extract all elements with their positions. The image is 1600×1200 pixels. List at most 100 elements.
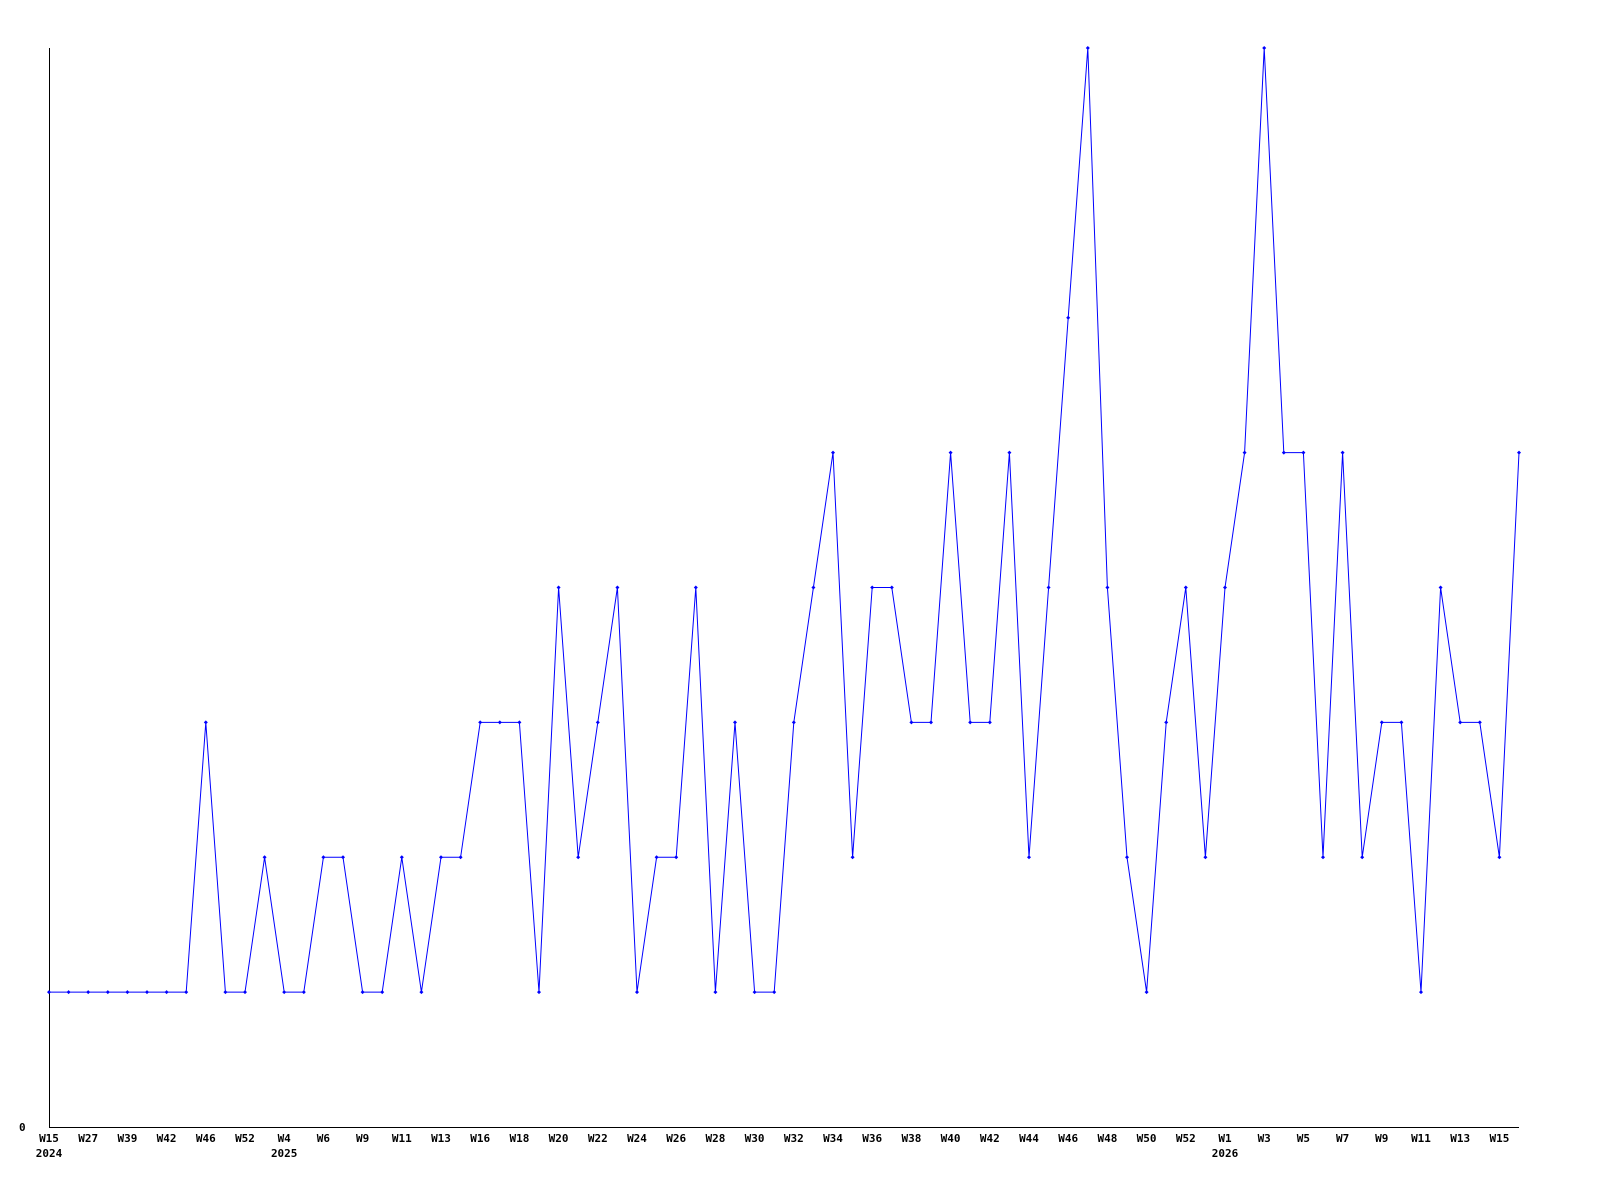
- data-point: [1007, 450, 1012, 455]
- series-line: [49, 47, 1520, 993]
- data-point: [1379, 720, 1384, 725]
- data-point: [1203, 855, 1208, 860]
- x-tick-label: W5: [1297, 1132, 1310, 1145]
- data-point: [105, 990, 110, 995]
- x-tick-label: W42: [980, 1132, 1000, 1145]
- data-point: [1281, 450, 1286, 455]
- data-point: [321, 855, 326, 860]
- x-tick-label: W15: [39, 1132, 59, 1145]
- data-point: [282, 990, 287, 995]
- x-tick-label: W3: [1258, 1132, 1271, 1145]
- data-point: [262, 855, 267, 860]
- x-tick-label: W15: [1489, 1132, 1509, 1145]
- x-tick-label: W18: [509, 1132, 529, 1145]
- x-tick-label: W13: [1450, 1132, 1470, 1145]
- data-point: [1517, 450, 1521, 455]
- x-tick-label: W46: [1058, 1132, 1078, 1145]
- data-point: [948, 450, 953, 455]
- data-point: [811, 585, 816, 590]
- data-point: [497, 720, 502, 725]
- data-point: [595, 720, 600, 725]
- x-tick-label: W27: [78, 1132, 98, 1145]
- data-point: [203, 720, 208, 725]
- x-tick-label: W7: [1336, 1132, 1349, 1145]
- x-tick-label: W1: [1218, 1132, 1232, 1145]
- x-tick-label: W9: [356, 1132, 369, 1145]
- x-tick-label: W34: [823, 1132, 843, 1145]
- x-tick-label: W52: [1176, 1132, 1196, 1145]
- data-point: [1085, 46, 1090, 50]
- data-point: [1125, 855, 1129, 860]
- data-point: [889, 585, 894, 590]
- data-point: [1242, 450, 1247, 455]
- x-tick-label: W16: [470, 1132, 490, 1145]
- data-point: [1027, 855, 1031, 860]
- x-tick-label: W13: [431, 1132, 451, 1145]
- data-point: [909, 720, 914, 725]
- x-tick-label: W40: [941, 1132, 961, 1145]
- data-point: [164, 990, 169, 995]
- x-tick-label: W9: [1375, 1132, 1388, 1145]
- data-point: [399, 855, 404, 860]
- data-point: [713, 990, 718, 995]
- data-point: [1419, 990, 1423, 995]
- data-point: [478, 720, 483, 725]
- x-tick-label: W4: [278, 1132, 292, 1145]
- x-tick-label: W20: [549, 1132, 569, 1145]
- data-point: [791, 720, 796, 725]
- data-point: [850, 855, 855, 860]
- data-point: [1105, 585, 1110, 590]
- data-point: [1183, 585, 1188, 590]
- data-point: [1321, 855, 1325, 860]
- x-tick-label: W39: [117, 1132, 137, 1145]
- x-tick-label: W30: [745, 1132, 765, 1145]
- data-point: [693, 585, 698, 590]
- x-tick-label: W52: [235, 1132, 255, 1145]
- data-point: [733, 720, 737, 725]
- x-tick-label: W46: [196, 1132, 216, 1145]
- data-point: [870, 585, 875, 590]
- x-tick-label: W50: [1137, 1132, 1157, 1145]
- data-point: [419, 990, 424, 995]
- data-point: [1262, 46, 1267, 50]
- year-label: 2026: [1212, 1147, 1239, 1160]
- data-point: [615, 585, 620, 590]
- data-point: [1301, 450, 1306, 455]
- data-point: [1458, 720, 1463, 725]
- year-label: 2025: [271, 1147, 298, 1160]
- x-tick-label: W36: [862, 1132, 882, 1145]
- data-point: [1223, 585, 1227, 590]
- x-tick-label: W44: [1019, 1132, 1039, 1145]
- data-point: [831, 450, 835, 455]
- y-tick-label: 0: [19, 1121, 26, 1134]
- data-point: [537, 990, 541, 995]
- x-tick-label: W38: [901, 1132, 921, 1145]
- x-tick-label: W22: [588, 1132, 608, 1145]
- data-point: [458, 855, 463, 860]
- data-point: [125, 990, 130, 995]
- data-point: [360, 990, 365, 995]
- data-point: [86, 990, 91, 995]
- x-tick-label: W32: [784, 1132, 804, 1145]
- data-point: [243, 990, 247, 995]
- x-tick-label: W6: [317, 1132, 331, 1145]
- data-point: [987, 720, 992, 725]
- data-point: [772, 990, 777, 995]
- data-point: [1438, 585, 1443, 590]
- data-point: [968, 720, 973, 725]
- x-tick-label: W42: [157, 1132, 177, 1145]
- x-tick-label: W26: [666, 1132, 686, 1145]
- data-point: [654, 855, 659, 860]
- data-point: [635, 990, 639, 995]
- data-point: [380, 990, 385, 995]
- data-point: [929, 720, 933, 725]
- data-point: [517, 720, 522, 725]
- data-point: [1360, 855, 1365, 860]
- data-point: [145, 990, 149, 995]
- data-point: [301, 990, 306, 995]
- data-point: [439, 855, 443, 860]
- data-point: [341, 855, 345, 860]
- data-point: [1399, 720, 1404, 725]
- data-point: [184, 990, 189, 995]
- year-label: 2024: [36, 1147, 63, 1160]
